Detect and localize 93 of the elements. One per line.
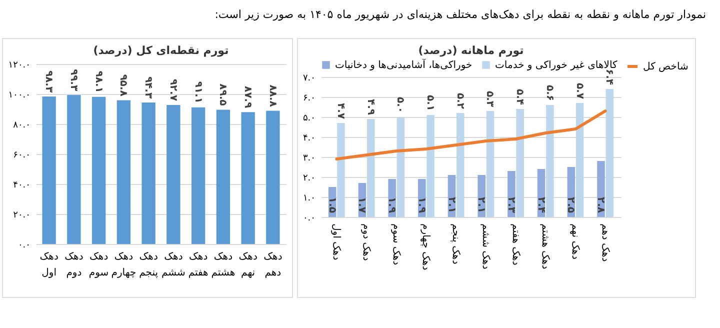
x-tick-label: دهک اول bbox=[40, 252, 58, 278]
bar bbox=[67, 95, 81, 244]
x-tick-label: دهک نهم bbox=[569, 224, 580, 260]
y-tick-label: ۴۰.۰ bbox=[13, 180, 30, 190]
x-tick-label: دهک هفتم bbox=[510, 224, 521, 266]
y-tick-label: ۲۰.۰ bbox=[13, 210, 30, 220]
legend-label: کالاهای غیر خوراکی و خدمات bbox=[495, 60, 618, 71]
data-label: ۹۵.۸ bbox=[118, 74, 129, 96]
y-tick-label: ۰.۰ bbox=[302, 214, 316, 224]
x-tick-label: دهک دهم bbox=[599, 224, 610, 262]
y-tick-label: ۳.۰ bbox=[302, 154, 316, 164]
bar bbox=[116, 100, 131, 244]
x-tick-label: دهک سوم bbox=[390, 224, 402, 266]
data-label: ۵.۰ bbox=[394, 96, 406, 113]
bar bbox=[241, 112, 255, 244]
y-tick-label: ۱.۰ bbox=[302, 194, 316, 204]
chart-title: تورم ماهانه (درصد) bbox=[418, 44, 524, 57]
y-tick-label: ۶۰.۰ bbox=[13, 150, 30, 160]
data-label: ۵.۱ bbox=[424, 94, 436, 111]
data-label: ۲.۱ bbox=[476, 196, 487, 213]
data-label: ۹۱.۱ bbox=[192, 81, 204, 104]
bar bbox=[42, 96, 56, 244]
data-label: ۹۸.۳ bbox=[43, 70, 54, 93]
bar bbox=[166, 104, 180, 244]
x-tick-label: دهک هشتم bbox=[540, 224, 551, 270]
bar bbox=[597, 161, 605, 217]
bar bbox=[576, 103, 584, 217]
x-tick-label: دهک دهم bbox=[264, 252, 282, 278]
data-label: ۲.۸ bbox=[595, 196, 606, 213]
data-label: ۱.۹ bbox=[416, 196, 427, 213]
y-tick-label: ۱۰۰.۰ bbox=[8, 90, 30, 100]
bar bbox=[366, 119, 375, 217]
x-tick-label: دهک دوم bbox=[64, 252, 84, 278]
text: نمودار تورم ماهانه و نقطه به نقطه برای دهک‌های مختلف هزینه‌ای در شهریور ماه ۱۴۰۵ به صورت زیر است: bbox=[214, 8, 706, 21]
bar bbox=[606, 89, 614, 217]
y-tick-label: ۲.۰ bbox=[302, 174, 316, 184]
x-tick-label: دهک هفتم bbox=[188, 252, 208, 278]
data-label: ۶.۴ bbox=[604, 68, 615, 85]
data-label: ۱.۷ bbox=[356, 196, 368, 213]
data-label: ۹۴.۳ bbox=[142, 76, 154, 99]
data-label: ۵.۳ bbox=[484, 90, 496, 107]
data-label: ۲.۵ bbox=[565, 196, 576, 213]
data-label: ۸۷.۹ bbox=[242, 86, 254, 108]
chart-title: تورم نقطه‌ای کل (درصد) bbox=[93, 44, 229, 57]
x-tick-label: دهک چهارم bbox=[111, 252, 136, 278]
x-tick-label: دهک هشتم bbox=[211, 252, 236, 278]
bar bbox=[426, 115, 434, 217]
data-label: ۲.۴ bbox=[535, 196, 546, 213]
bar bbox=[191, 107, 206, 244]
data-label: ۴.۹ bbox=[364, 98, 376, 115]
data-label: ۴.۷ bbox=[334, 102, 346, 119]
data-label: ۲.۱ bbox=[446, 196, 457, 213]
data-label: ۵.۶ bbox=[544, 84, 555, 101]
data-label: ۱.۹ bbox=[386, 196, 398, 213]
bar bbox=[486, 111, 494, 217]
data-label: ۵.۴ bbox=[514, 88, 526, 105]
y-tick-label: ۸۰.۰ bbox=[13, 120, 30, 130]
data-label: ۱.۵ bbox=[326, 196, 338, 213]
data-label: ۹۲.۷ bbox=[167, 78, 178, 101]
x-tick-label: دهک نهم bbox=[238, 252, 258, 278]
y-tick-label: ۰.۰ bbox=[18, 240, 30, 250]
bar bbox=[216, 110, 230, 244]
data-label: ۹۸.۱ bbox=[92, 70, 104, 93]
data-label: ۵.۲ bbox=[454, 92, 466, 109]
x-tick-label: دهک سوم bbox=[88, 252, 109, 278]
x-tick-label: دهک پنجم bbox=[450, 224, 462, 264]
x-tick-label: دهک ششم bbox=[480, 224, 491, 270]
y-tick-label: ۵.۰ bbox=[302, 114, 316, 124]
bar bbox=[266, 110, 280, 244]
bar bbox=[142, 102, 156, 244]
bar bbox=[456, 113, 464, 217]
legend-label: خوراکی‌ها، آشامیدنی‌ها و دخانیات bbox=[335, 58, 472, 71]
bar bbox=[478, 175, 486, 217]
y-tick-label: ۶.۰ bbox=[302, 94, 316, 104]
data-label: ۹۹.۳ bbox=[68, 68, 79, 92]
x-tick-label: دهک اول bbox=[330, 224, 342, 260]
bar bbox=[396, 117, 405, 217]
y-tick-label: ۱۲۰.۰ bbox=[8, 60, 30, 70]
data-label: ۲.۳ bbox=[505, 196, 516, 213]
x-tick-label: دهک دوم bbox=[360, 224, 372, 261]
bar bbox=[92, 96, 106, 244]
x-tick-label: دهک ششم bbox=[161, 252, 186, 278]
legend-label: شاخص کل bbox=[643, 62, 688, 72]
data-label: ۵.۷ bbox=[574, 82, 585, 99]
data-label: ۸۸.۸ bbox=[266, 84, 278, 107]
bar bbox=[516, 109, 524, 217]
data-label: ۸۹.۵ bbox=[217, 84, 228, 106]
y-tick-label: ۴.۰ bbox=[302, 134, 316, 144]
y-tick-label: ۷.۰ bbox=[302, 74, 316, 84]
bar bbox=[337, 123, 345, 217]
bar bbox=[546, 105, 554, 217]
x-tick-label: دهک پنجم bbox=[139, 252, 158, 278]
x-tick-label: دهک چهارم bbox=[420, 224, 432, 270]
